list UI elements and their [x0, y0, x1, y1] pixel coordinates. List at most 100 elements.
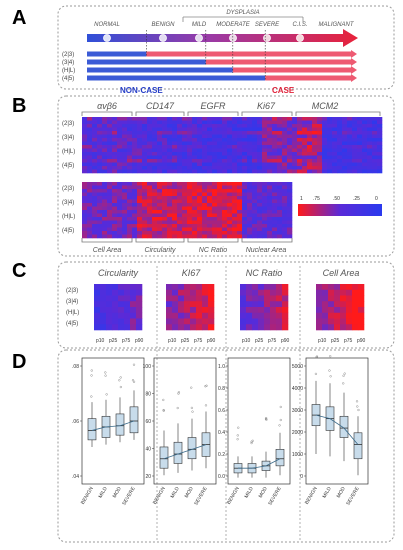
heatmap-cell	[287, 192, 293, 197]
heatmap-cell	[82, 120, 88, 125]
heatmap-cell	[112, 131, 118, 135]
heatmap-cell	[287, 234, 293, 239]
heatmap-cell	[192, 162, 198, 167]
heatmap-cell	[282, 120, 288, 125]
heatmap-cell	[142, 124, 148, 128]
heatmap-cell	[207, 134, 213, 139]
heatmap-cell	[92, 182, 98, 186]
small-heatmap-cell	[334, 307, 341, 314]
heatmap-cell	[237, 224, 243, 228]
heatmap-cell	[152, 231, 158, 235]
y-tick-label: 40	[145, 446, 151, 452]
heatmap-cell	[242, 124, 248, 128]
heatmap-cell	[97, 220, 103, 225]
marker-heatmap	[82, 117, 383, 174]
heatmap-cell	[237, 199, 243, 204]
heatmap-cell	[162, 227, 168, 232]
heatmap-cell	[317, 117, 323, 121]
heatmap-cell	[102, 199, 108, 204]
small-heatmap-cell	[240, 284, 247, 291]
x-category-label: MILD	[244, 486, 255, 500]
small-heatmap-title: Circularity	[98, 268, 139, 278]
heatmap-cell	[317, 155, 323, 160]
heatmap-cell	[127, 141, 133, 146]
non-case-segment	[87, 51, 147, 57]
heatmap-cell	[187, 220, 193, 225]
heatmap-cell	[247, 148, 253, 153]
heatmap-cell	[207, 131, 213, 135]
heatmap-cell	[232, 141, 238, 146]
split-arrows	[87, 30, 357, 82]
marker-title: EGFR	[200, 101, 226, 111]
heatmap-cell	[82, 213, 88, 218]
heatmap-cell	[117, 210, 123, 214]
heatmap-cell	[212, 213, 218, 218]
stage-marker	[195, 34, 203, 42]
heatmap-cell	[172, 224, 178, 228]
heatmap-cell	[277, 224, 283, 228]
heatmap-cell	[212, 138, 218, 142]
small-heatmap-cell	[184, 295, 191, 302]
small-heatmap-cell	[258, 318, 265, 325]
heatmap-cell	[357, 169, 363, 174]
heatmap-cell	[322, 124, 328, 128]
heatmap-cell	[107, 127, 113, 132]
heatmap-cell	[182, 203, 188, 207]
heatmap-cell	[87, 185, 93, 190]
heatmap-cell	[317, 162, 323, 167]
heatmap-cell	[107, 134, 113, 139]
outlier-point	[278, 424, 281, 427]
heatmap-cell	[142, 145, 148, 149]
heatmap-cell	[152, 234, 158, 239]
heatmap-cell	[127, 213, 133, 218]
heatmap-cell	[342, 127, 348, 132]
heatmap-cell	[122, 131, 128, 135]
heatmap-cell	[212, 148, 218, 153]
heatmap-cell	[137, 210, 143, 214]
heatmap-cell	[332, 159, 338, 163]
heatmap-cell	[367, 152, 373, 156]
heatmap-cell	[82, 182, 88, 186]
heatmap-cell	[222, 192, 228, 197]
heatmap-cell	[307, 148, 313, 153]
heatmap-cell	[337, 162, 343, 167]
heatmap-cell	[267, 127, 273, 132]
heatmap-cell	[222, 131, 228, 135]
heatmap-cell	[252, 189, 258, 193]
heatmap-cell	[107, 210, 113, 214]
heatmap-cell	[282, 162, 288, 167]
percentile-label: p10	[168, 338, 177, 344]
small-heatmap-cell	[328, 307, 335, 314]
x-category-label: MILD	[98, 486, 109, 500]
heatmap-cell	[267, 145, 273, 149]
heatmap-cell	[332, 138, 338, 142]
heatmap-cell	[267, 182, 273, 186]
small-heatmap-cell	[136, 284, 143, 291]
heatmap-cell	[282, 206, 288, 211]
small-heatmap-title: Cell Area	[323, 268, 360, 278]
heatmap-cell	[97, 206, 103, 211]
heatmap-cell	[252, 220, 258, 225]
heatmap-cell	[242, 227, 248, 232]
heatmap-cell	[192, 224, 198, 228]
heatmap-cell	[342, 138, 348, 142]
heatmap-cell	[182, 182, 188, 186]
heatmap-cell	[97, 138, 103, 142]
heatmap-cell	[152, 210, 158, 214]
heatmap-cell	[232, 117, 238, 121]
small-heatmap-cell	[178, 307, 185, 314]
heatmap-cell	[297, 155, 303, 160]
heatmap-cell	[247, 124, 253, 128]
heatmap-cell	[107, 155, 113, 160]
heatmap-cell	[357, 131, 363, 135]
heatmap-cell	[317, 138, 323, 142]
heatmap-cell	[162, 117, 168, 121]
heatmap-cell	[82, 162, 88, 167]
heatmap-cell	[152, 155, 158, 160]
panel-letter-c: C	[12, 260, 26, 282]
heatmap-cell	[307, 155, 313, 160]
heatmap-cell	[177, 206, 183, 211]
heatmap-cell	[112, 124, 118, 128]
heatmap-cell	[292, 145, 298, 149]
small-heatmap-cell	[130, 289, 137, 296]
